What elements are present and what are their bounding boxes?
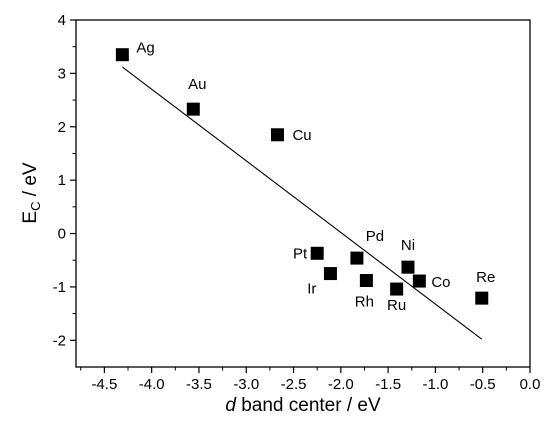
y-tick-label: 4	[58, 12, 66, 29]
x-tick-label: -1.5	[375, 376, 401, 393]
y-tick-label: -2	[53, 332, 66, 349]
y-axis-title: EC / eV	[20, 162, 43, 223]
x-tick-label: -3.0	[233, 376, 259, 393]
data-point-pt	[310, 246, 324, 260]
point-label-co: Co	[431, 274, 450, 291]
point-label-ag: Ag	[136, 40, 154, 57]
data-point-ru	[390, 282, 404, 296]
x-tick-label: -1.0	[422, 376, 448, 393]
x-tick-label: -4.5	[91, 376, 117, 393]
point-label-ni: Ni	[401, 237, 415, 254]
x-tick-label: -3.5	[186, 376, 212, 393]
data-point-ir	[323, 267, 337, 281]
point-label-ru: Ru	[387, 297, 406, 314]
point-label-pt: Pt	[293, 245, 308, 262]
y-axis-title-text: / eV	[20, 162, 41, 201]
plot-frame	[75, 19, 531, 368]
fit-line	[122, 66, 483, 340]
y-tick-label: 1	[58, 172, 66, 189]
point-labels: Ag Au Cu Pt Ir Pd Rh Ru Ni Co Re	[136, 40, 495, 314]
data-point-cu	[270, 128, 284, 142]
y-tick-label: 3	[58, 65, 66, 82]
data-point-pd	[350, 251, 364, 265]
x-axis-title-italic: d	[225, 395, 237, 416]
y-axis-title-main: E	[20, 211, 41, 224]
x-tick-label: -4.0	[139, 376, 165, 393]
point-label-cu: Cu	[292, 127, 311, 144]
point-label-pd: Pd	[366, 228, 384, 245]
y-tick-label: -1	[53, 279, 66, 296]
data-point-ag	[115, 48, 129, 62]
point-label-rh: Rh	[355, 294, 374, 311]
y-axis-title-subscript: C	[28, 202, 43, 211]
axis-ticks	[70, 19, 531, 373]
data-points	[115, 48, 489, 305]
x-tick-label: -2.0	[328, 376, 354, 393]
axis-tick-labels: -4.5 -4.0 -3.5 -3.0 -2.5 -2.0 -1.5 -1.0 -0.5 0.0 -…	[53, 12, 541, 393]
data-point-ni	[401, 260, 415, 274]
point-label-re: Re	[476, 269, 495, 286]
data-point-re	[475, 291, 489, 305]
data-point-rh	[359, 274, 373, 288]
x-tick-label: -2.5	[281, 376, 307, 393]
x-axis-title: d band center / eV	[225, 395, 381, 416]
y-tick-label: 0	[58, 226, 66, 243]
point-label-au: Au	[188, 76, 206, 93]
x-tick-label: 0.0	[520, 376, 541, 393]
y-tick-label: 2	[58, 119, 66, 136]
data-point-co	[412, 274, 426, 288]
x-tick-label: -0.5	[470, 376, 496, 393]
x-axis-title-text: band center / eV	[236, 395, 381, 416]
data-point-au	[186, 102, 200, 116]
point-label-ir: Ir	[307, 281, 316, 298]
